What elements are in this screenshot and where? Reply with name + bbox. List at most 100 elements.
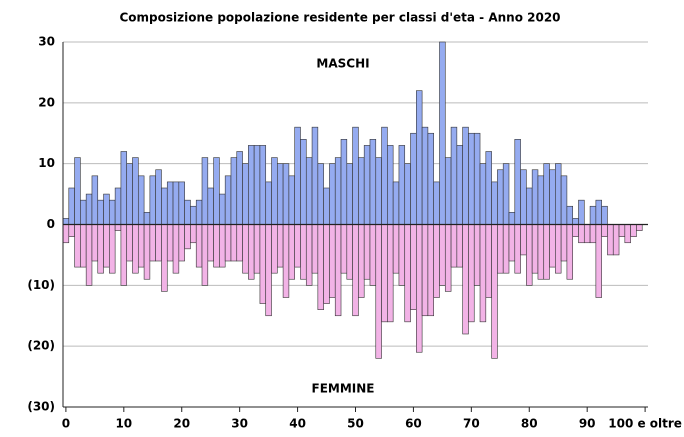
x-tick-label: 100 e oltre bbox=[608, 417, 682, 431]
bar bbox=[224, 224, 232, 262]
bar bbox=[213, 157, 220, 225]
bar bbox=[178, 181, 185, 225]
bar bbox=[282, 163, 290, 225]
bar bbox=[612, 224, 620, 256]
bar bbox=[68, 224, 75, 237]
bar bbox=[334, 224, 342, 317]
bar bbox=[143, 224, 151, 280]
bar bbox=[242, 163, 249, 225]
bar bbox=[277, 224, 284, 268]
bar bbox=[381, 224, 388, 323]
bar bbox=[589, 224, 597, 244]
bar bbox=[468, 132, 475, 225]
bar bbox=[311, 126, 319, 225]
series-label: MASCHI bbox=[316, 57, 369, 71]
x-tick-label: 70 bbox=[463, 417, 480, 431]
bar bbox=[404, 163, 411, 225]
bar bbox=[543, 163, 550, 225]
bar bbox=[109, 224, 116, 274]
bar bbox=[514, 224, 521, 274]
bar bbox=[555, 163, 562, 225]
bar bbox=[282, 224, 290, 298]
bar bbox=[149, 175, 156, 225]
bar bbox=[195, 199, 203, 225]
bar bbox=[288, 224, 295, 280]
y-tick-label: 30 bbox=[38, 35, 55, 49]
bar bbox=[404, 224, 411, 323]
bar bbox=[520, 224, 527, 256]
bar bbox=[201, 224, 209, 286]
bar bbox=[62, 218, 70, 225]
bar bbox=[178, 224, 185, 262]
bar bbox=[543, 224, 550, 280]
bar bbox=[166, 224, 174, 262]
bar bbox=[195, 224, 203, 268]
bar bbox=[68, 187, 75, 225]
x-tick-label: 0 bbox=[62, 417, 70, 431]
series-label: FEMMINE bbox=[312, 382, 375, 396]
bar bbox=[230, 224, 238, 262]
bar bbox=[207, 187, 214, 225]
bar bbox=[97, 224, 104, 274]
bar bbox=[381, 126, 388, 225]
bar bbox=[624, 224, 631, 244]
bar bbox=[450, 224, 458, 268]
bar bbox=[369, 139, 377, 225]
chart-title: Composizione popolazione residente per c… bbox=[119, 11, 560, 25]
bar bbox=[300, 224, 307, 280]
bar bbox=[508, 224, 516, 262]
bar bbox=[126, 224, 133, 262]
bar bbox=[352, 224, 359, 317]
bar bbox=[137, 175, 145, 225]
bar bbox=[329, 224, 336, 298]
bar bbox=[259, 145, 267, 225]
bar bbox=[387, 145, 394, 225]
bar bbox=[444, 157, 452, 225]
bar bbox=[236, 224, 243, 262]
bar bbox=[363, 224, 371, 280]
bar bbox=[473, 132, 481, 225]
bar bbox=[427, 132, 434, 225]
bar bbox=[601, 205, 608, 225]
bar bbox=[126, 163, 133, 225]
bar bbox=[120, 224, 128, 286]
bar bbox=[91, 224, 99, 262]
bar bbox=[103, 224, 110, 268]
bar bbox=[433, 181, 440, 225]
bar bbox=[444, 224, 452, 292]
bar bbox=[485, 151, 492, 225]
bar bbox=[358, 157, 365, 225]
bar bbox=[114, 187, 122, 225]
bar bbox=[62, 224, 70, 244]
bar bbox=[149, 224, 156, 262]
bar bbox=[502, 224, 510, 274]
bar bbox=[537, 175, 545, 225]
bar bbox=[462, 224, 469, 335]
bar bbox=[236, 151, 243, 225]
bar bbox=[549, 224, 556, 268]
bar bbox=[265, 181, 272, 225]
bar bbox=[300, 139, 307, 225]
bar bbox=[166, 181, 174, 225]
bar bbox=[578, 224, 585, 244]
bar bbox=[421, 224, 429, 317]
bar bbox=[219, 224, 226, 268]
bar bbox=[340, 139, 348, 225]
bar bbox=[566, 224, 574, 280]
bar bbox=[572, 224, 579, 237]
bar bbox=[253, 224, 261, 274]
bar bbox=[143, 212, 151, 225]
bar bbox=[317, 163, 324, 225]
bar bbox=[201, 157, 209, 225]
bar bbox=[207, 224, 214, 262]
bar bbox=[242, 224, 249, 274]
bar bbox=[473, 224, 481, 286]
bar bbox=[526, 187, 533, 225]
bar bbox=[172, 181, 180, 225]
bar bbox=[578, 199, 585, 225]
bar bbox=[456, 224, 463, 268]
bar bbox=[387, 224, 394, 323]
bar bbox=[294, 126, 301, 225]
bar bbox=[485, 224, 492, 298]
